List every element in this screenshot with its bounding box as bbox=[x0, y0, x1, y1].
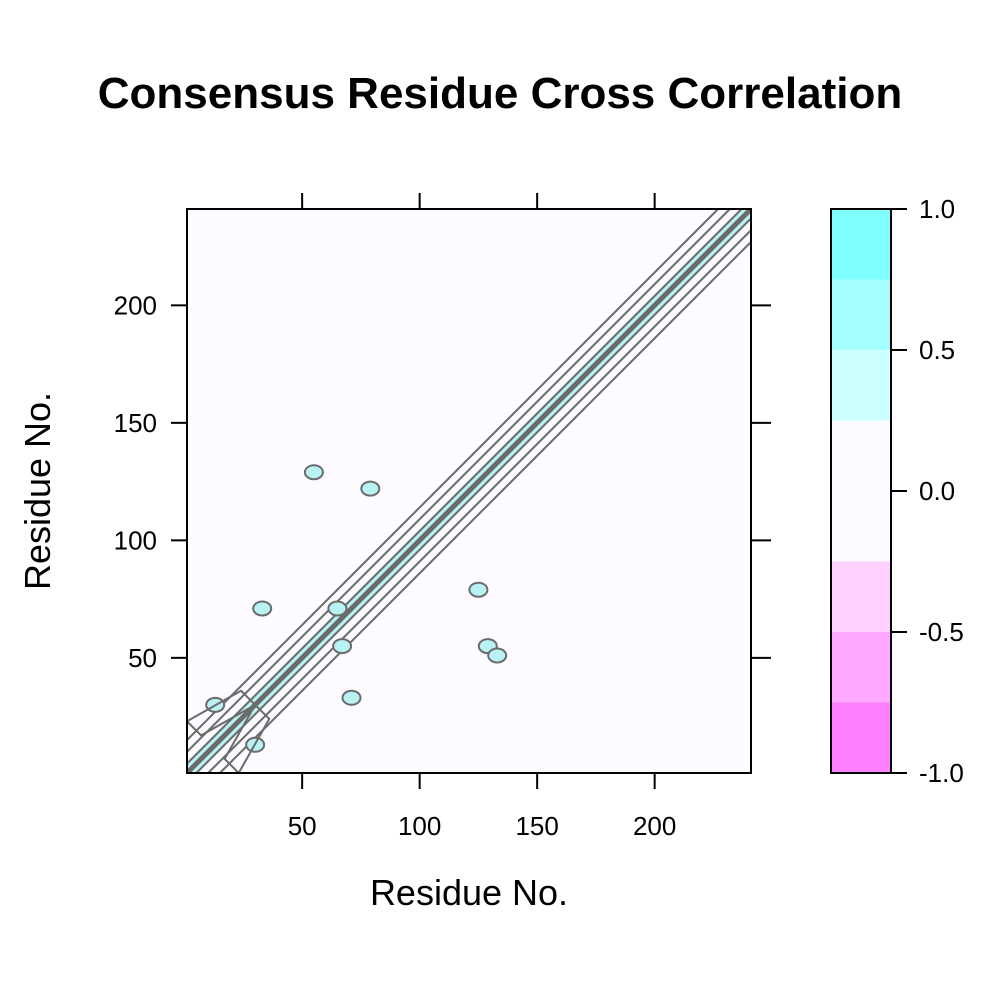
axis-ticks: 50 100 150 200 50 100 150 200 bbox=[114, 193, 771, 841]
correlation-region bbox=[360, 480, 381, 497]
correlation-region bbox=[332, 638, 353, 655]
y-tick-label: 50 bbox=[128, 643, 157, 673]
y-tick-label: 100 bbox=[114, 525, 157, 555]
diagonal-contour bbox=[219, 241, 751, 773]
x-tick-label: 200 bbox=[633, 811, 676, 841]
color-key-level bbox=[831, 561, 891, 632]
color-key-level bbox=[831, 632, 891, 703]
color-key-label: 1.0 bbox=[919, 194, 955, 224]
color-key-level bbox=[831, 702, 891, 773]
correlation-region bbox=[468, 581, 489, 598]
chart-title: Consensus Residue Cross Correlation bbox=[98, 69, 902, 118]
color-key: 1.0 0.5 0.0 -0.5 -1.0 bbox=[830, 194, 964, 788]
y-tick-label: 200 bbox=[114, 290, 157, 320]
x-tick-label: 150 bbox=[515, 811, 558, 841]
contour-layer bbox=[187, 209, 751, 773]
plot-frame bbox=[186, 208, 752, 774]
correlation-region bbox=[327, 600, 348, 617]
x-tick-label: 50 bbox=[288, 811, 317, 841]
diagonal-contour bbox=[207, 229, 751, 773]
color-key-level bbox=[831, 350, 891, 421]
correlation-region bbox=[252, 600, 273, 617]
x-axis-title: Residue No. bbox=[370, 872, 568, 913]
diagonal-contour bbox=[187, 209, 731, 753]
color-key-level bbox=[831, 420, 891, 562]
corner-contour bbox=[223, 703, 271, 773]
color-key-level bbox=[831, 209, 891, 280]
color-key-label: 0.0 bbox=[919, 476, 955, 506]
diagonal-core bbox=[187, 209, 751, 773]
color-key-label: -1.0 bbox=[919, 758, 964, 788]
diagonal-contour bbox=[187, 209, 719, 741]
correlation-region bbox=[303, 464, 324, 481]
color-key-level bbox=[831, 279, 891, 350]
correlation-region bbox=[487, 647, 508, 664]
correlation-region bbox=[341, 689, 362, 706]
x-tick-label: 100 bbox=[398, 811, 441, 841]
y-axis-title: Residue No. bbox=[17, 392, 58, 590]
y-tick-label: 150 bbox=[114, 408, 157, 438]
plot-panel: 50 100 150 200 50 100 150 200 bbox=[114, 193, 771, 841]
color-key-label: 0.5 bbox=[919, 335, 955, 365]
color-key-label: -0.5 bbox=[919, 617, 964, 647]
